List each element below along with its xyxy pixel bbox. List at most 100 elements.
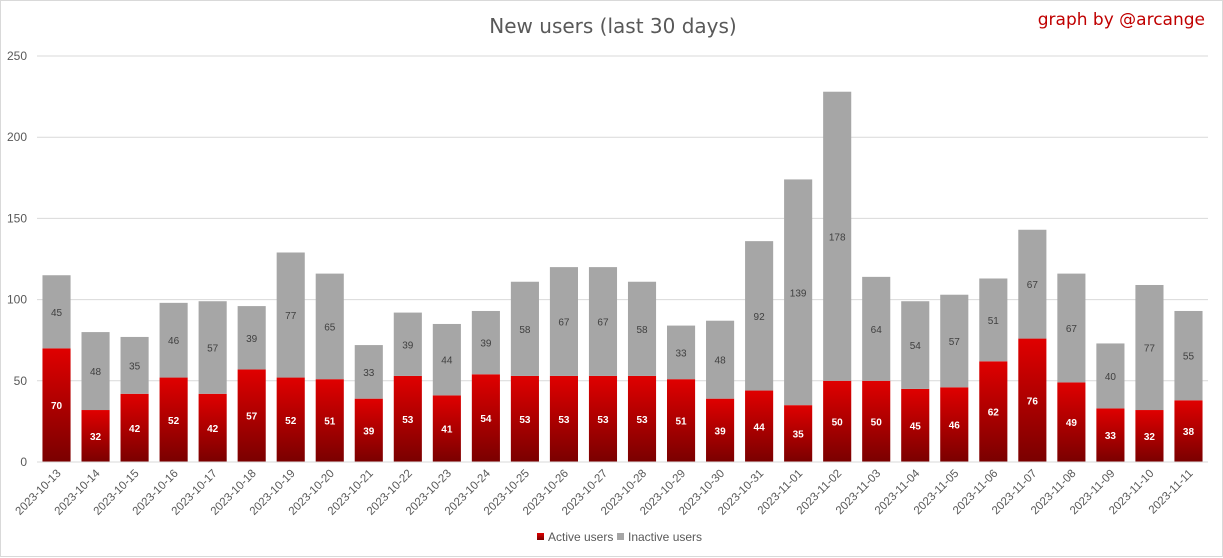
data-label-inactive: 55 — [1183, 352, 1195, 363]
bar-inactive-users — [745, 241, 774, 391]
data-label-inactive: 51 — [988, 316, 1000, 327]
bar-inactive-users — [81, 332, 110, 411]
bar-group: 45 54 — [901, 301, 930, 462]
bar-inactive-users — [471, 310, 500, 375]
bar-active-users — [588, 375, 618, 462]
y-tick-label: 100 — [7, 293, 27, 307]
bar-inactive-users — [706, 320, 735, 399]
bar-active-users — [549, 375, 579, 462]
bar-group: 70 45 — [42, 275, 71, 462]
bar-active-users — [81, 410, 110, 462]
data-label-active: 50 — [832, 417, 844, 428]
bar-inactive-users — [862, 276, 891, 381]
bar-group: 54 39 — [471, 310, 500, 462]
data-label-inactive: 45 — [51, 308, 63, 319]
data-label-active: 51 — [324, 417, 336, 428]
bar-group: 32 48 — [81, 332, 110, 462]
bar-active-users — [159, 377, 188, 462]
bar-active-users — [901, 388, 930, 462]
data-label-active: 39 — [363, 426, 375, 437]
legend-swatch-inactive — [617, 533, 624, 540]
bar-active-users — [862, 380, 891, 462]
data-label-active: 41 — [441, 425, 453, 436]
bar-group: 33 40 — [1096, 343, 1125, 462]
data-label-inactive: 33 — [363, 368, 375, 379]
bar-group: 38 55 — [1174, 310, 1203, 462]
data-label-active: 32 — [1144, 432, 1156, 443]
y-tick-label: 200 — [7, 130, 27, 144]
data-label-inactive: 77 — [285, 311, 297, 322]
data-label-inactive: 67 — [1027, 280, 1039, 291]
data-label-active: 44 — [754, 422, 766, 433]
data-label-active: 53 — [558, 415, 570, 426]
bar-group: 49 67 — [1057, 273, 1086, 462]
bar-inactive-users — [315, 273, 344, 380]
bar-active-users — [1018, 338, 1047, 462]
data-label-active: 35 — [793, 430, 805, 441]
bar-group: 41 44 — [432, 323, 461, 462]
data-label-active: 39 — [715, 426, 727, 437]
data-label-active: 38 — [1183, 427, 1195, 438]
bar-group: 53 39 — [393, 312, 422, 462]
bar-group: 32 77 — [1135, 284, 1164, 462]
y-tick-label: 50 — [14, 374, 28, 388]
bar-active-users — [237, 369, 266, 462]
bar-group: 52 46 — [159, 302, 188, 462]
bar-group: 50 64 — [862, 276, 891, 462]
bar-inactive-users — [42, 275, 71, 349]
bar-active-users — [393, 375, 422, 462]
data-label-inactive: 178 — [829, 232, 846, 243]
bar-group: 57 39 — [237, 306, 266, 462]
data-label-inactive: 35 — [129, 361, 141, 372]
bar-active-users — [784, 405, 813, 462]
data-label-active: 46 — [949, 421, 961, 432]
legend-label-active: Active users — [548, 530, 613, 544]
bar-inactive-users — [1057, 273, 1086, 383]
bar-active-users — [315, 379, 344, 462]
bar-group: 76 67 — [1018, 229, 1047, 462]
data-label-active: 53 — [597, 415, 609, 426]
data-label-active: 54 — [480, 414, 492, 425]
legend-swatch-active — [537, 533, 544, 540]
bar-group: 46 57 — [940, 294, 969, 462]
bar-active-users — [432, 395, 461, 462]
data-label-inactive: 57 — [949, 337, 961, 348]
bar-group: 53 67 — [588, 267, 618, 462]
data-label-active: 50 — [871, 417, 883, 428]
bar-inactive-users — [510, 281, 539, 376]
y-tick-label: 0 — [20, 455, 27, 469]
bar-active-users — [706, 398, 735, 462]
data-label-inactive: 40 — [1105, 372, 1117, 383]
data-label-active: 62 — [988, 408, 1000, 419]
bar-active-users — [1135, 410, 1164, 462]
data-label-inactive: 33 — [675, 348, 687, 359]
bar-active-users — [471, 374, 500, 462]
bar-inactive-users — [237, 306, 266, 370]
data-label-inactive: 48 — [715, 356, 727, 367]
x-axis: 2023-10-132023-10-142023-10-152023-10-16… — [14, 461, 1208, 518]
data-label-active: 53 — [519, 415, 531, 426]
bar-active-users — [745, 390, 774, 462]
bar-inactive-users — [940, 294, 969, 388]
bar-group: 39 33 — [354, 345, 383, 462]
data-label-active: 49 — [1066, 418, 1078, 429]
bar-inactive-users — [1135, 284, 1164, 411]
data-label-active: 32 — [90, 432, 102, 443]
bar-inactive-users — [198, 301, 227, 394]
data-label-active: 51 — [675, 417, 687, 428]
data-label-active: 53 — [636, 415, 648, 426]
legend-label-inactive: Inactive users — [628, 530, 702, 544]
bar-group: 44 92 — [745, 241, 774, 462]
data-label-inactive: 67 — [597, 318, 609, 329]
y-axis: 0 50 100 150 200 250 — [7, 49, 27, 469]
bar-active-users — [198, 393, 227, 462]
bar-active-users — [354, 398, 383, 462]
bar-active-users — [1096, 408, 1125, 462]
bar-group: 51 65 — [315, 273, 344, 462]
data-label-inactive: 92 — [754, 312, 766, 323]
data-label-inactive: 39 — [246, 334, 258, 345]
data-label-inactive: 46 — [168, 336, 180, 347]
data-label-active: 76 — [1027, 396, 1039, 407]
bar-group: 39 48 — [706, 320, 735, 462]
